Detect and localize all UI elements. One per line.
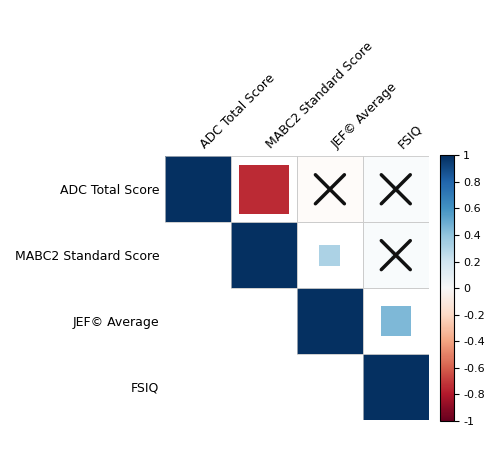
Bar	[165, 156, 231, 222]
Bar	[363, 156, 428, 222]
Bar	[363, 354, 428, 420]
Bar	[381, 306, 410, 336]
Bar	[231, 222, 297, 288]
Bar	[363, 222, 428, 288]
Bar	[231, 222, 297, 288]
Bar	[297, 288, 363, 354]
Bar	[297, 156, 363, 222]
Bar	[392, 185, 400, 193]
Bar	[363, 288, 428, 354]
Bar	[326, 186, 333, 192]
Bar	[297, 288, 363, 354]
Bar	[165, 156, 231, 222]
Bar	[231, 156, 297, 222]
Bar	[363, 354, 428, 420]
Bar	[231, 222, 297, 288]
Bar	[363, 288, 428, 354]
Bar	[297, 222, 363, 288]
Bar	[297, 288, 363, 354]
Bar	[363, 156, 428, 222]
Bar	[363, 354, 428, 420]
Bar	[320, 245, 340, 266]
Bar	[363, 222, 428, 288]
Bar	[297, 222, 363, 288]
Bar	[240, 164, 288, 214]
Bar	[297, 156, 363, 222]
Bar	[231, 156, 297, 222]
Bar	[165, 156, 231, 222]
Bar	[391, 250, 400, 260]
